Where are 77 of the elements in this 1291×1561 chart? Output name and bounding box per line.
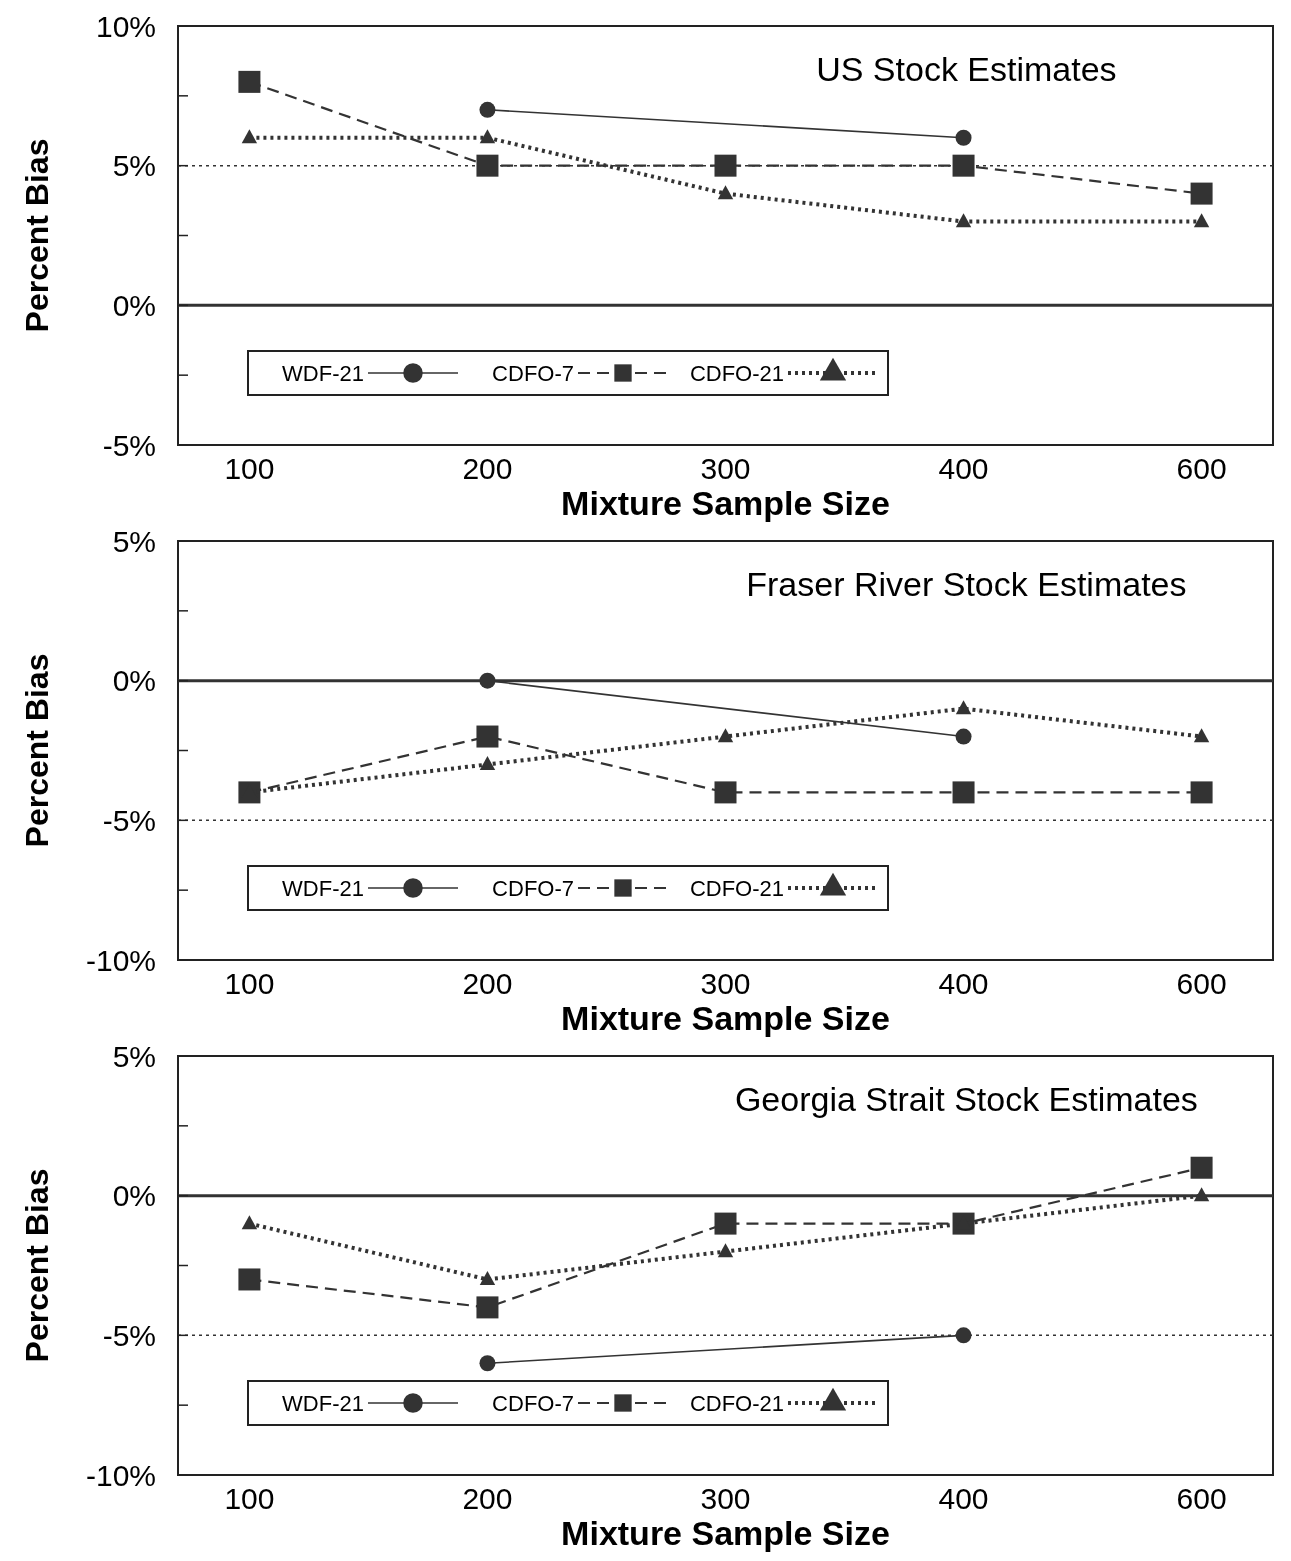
point [476,154,499,177]
point [717,1243,734,1258]
point [238,70,261,93]
legend-label: CDFO-21 [689,361,784,386]
point [717,185,734,200]
y-tick-label: -5% [102,803,156,837]
legend-label: CDFO-7 [492,1391,574,1416]
point [479,101,496,118]
x-tick-label: 600 [1176,967,1227,1000]
y-tick-label: 10% [95,9,156,43]
x-tick-label: 100 [224,1482,275,1515]
legend-label: WDF-21 [282,361,364,386]
x-tick-label: 200 [462,1482,513,1515]
x-tick-label: 300 [700,452,751,485]
y-axis-title: Percent Bias [19,1168,55,1363]
x-axis-title: Mixture Sample Size [561,484,890,522]
x-tick-label: 100 [224,452,275,485]
point [955,1327,972,1344]
point [955,728,972,745]
y-tick-label: -10% [85,1458,156,1492]
point [479,1271,496,1286]
point [955,213,972,228]
text: Georgia Strait Stock Estimates [734,1080,1198,1118]
point [955,129,972,146]
x-tick-label: 100 [224,967,275,1000]
point [1190,781,1213,804]
y-tick-label: 0% [112,664,156,698]
x-tick-label: 600 [1176,1482,1227,1515]
y-tick-label: 0% [112,1179,156,1213]
y-tick-label: -10% [85,943,156,977]
y-axis-title: Percent Bias [19,653,55,848]
point [1190,1156,1213,1179]
point [476,725,499,748]
point [714,781,737,804]
point [1193,728,1210,743]
legend-label: WDF-21 [282,1391,364,1416]
point [479,1355,496,1372]
point [238,1268,261,1291]
y-tick-label: -5% [102,428,156,462]
point [1193,213,1210,228]
y-tick-label: -5% [102,1318,156,1352]
y-axis-title: Percent Bias [19,138,55,333]
point [1190,182,1213,205]
y-tick-label: 5% [112,149,156,183]
point [479,756,496,771]
y-tick-label: 5% [112,1039,156,1073]
point [955,700,972,715]
x-tick-label: 400 [938,452,989,485]
legend-label: CDFO-7 [492,876,574,901]
x-axis-title: Mixture Sample Size [561,999,890,1037]
x-tick-label: 200 [462,967,513,1000]
point [241,1215,258,1230]
point [717,728,734,743]
text: US Stock Estimates [816,50,1117,88]
point [714,154,737,177]
point [714,1212,737,1235]
point [952,154,975,177]
point [1193,1187,1210,1202]
x-tick-label: 600 [1176,452,1227,485]
point [241,129,258,144]
y-tick-label: 0% [112,288,156,322]
legend-label: WDF-21 [282,876,364,901]
x-tick-label: 300 [700,967,751,1000]
x-tick-label: 300 [700,1482,751,1515]
point [952,781,975,804]
point [479,129,496,144]
point [476,1296,499,1319]
x-tick-label: 400 [938,967,989,1000]
x-tick-label: 400 [938,1482,989,1515]
text: Fraser River Stock Estimates [746,565,1187,603]
legend-label: CDFO-21 [689,1391,784,1416]
legend-label: CDFO-21 [689,876,784,901]
point [479,672,496,689]
x-axis-title: Mixture Sample Size [561,1514,890,1552]
legend-label: CDFO-7 [492,361,574,386]
y-tick-label: 5% [112,524,156,558]
x-tick-label: 200 [462,452,513,485]
